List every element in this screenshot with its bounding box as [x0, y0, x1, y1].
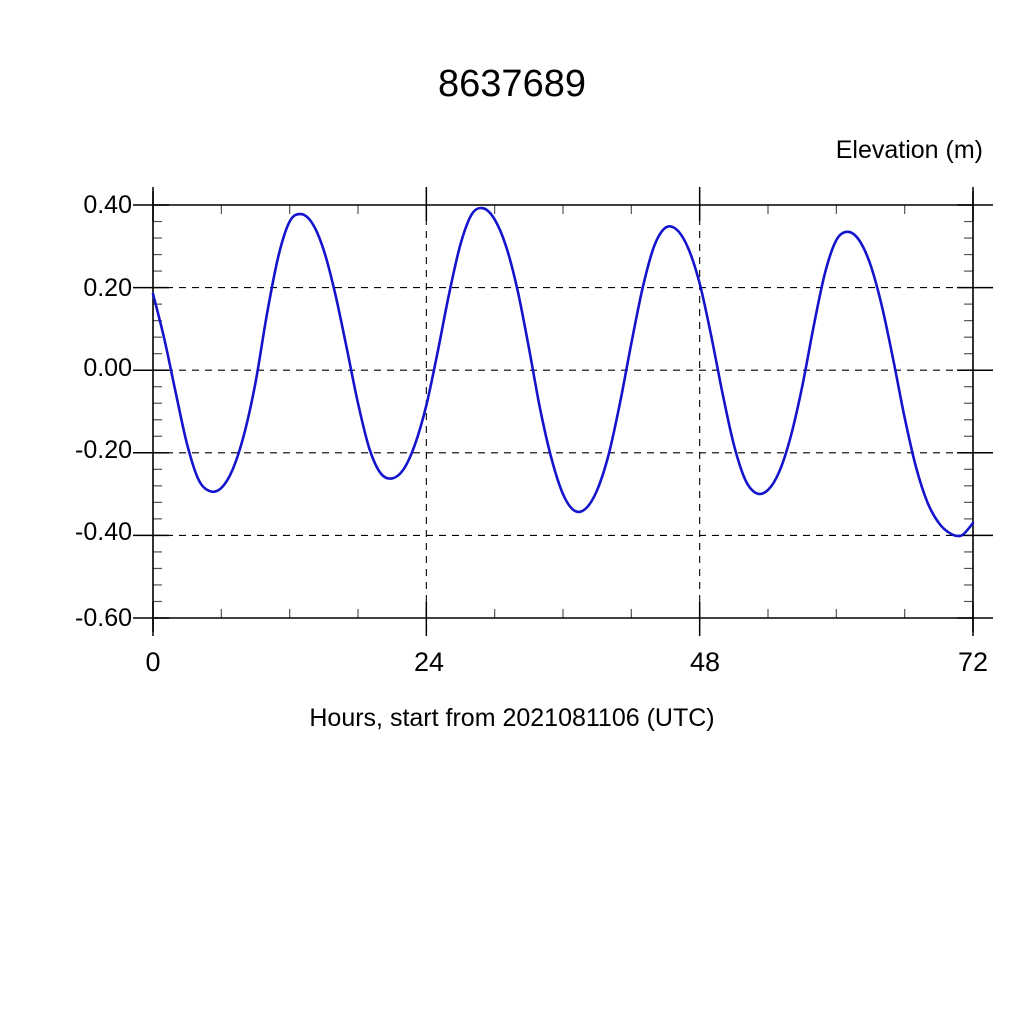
chart-title: 8637689	[438, 63, 586, 105]
x-tick-label: 24	[413, 647, 445, 677]
y-axis-label: Elevation (m)	[835, 136, 983, 164]
x-tick-label: 48	[689, 647, 721, 677]
y-tick-label: -0.40	[75, 518, 132, 546]
x-axis-label: Hours, start from 2021081106 (UTC)	[309, 704, 715, 732]
y-tick-label: 0.40	[83, 191, 132, 219]
elevation-series-line	[151, 206, 975, 538]
y-tick-label: -0.60	[75, 604, 132, 632]
axis-frame	[152, 191, 974, 632]
y-tick-label: -0.20	[75, 436, 132, 464]
x-tick-label: 0	[145, 647, 161, 677]
x-tick-label: 72	[957, 647, 989, 677]
y-tick-label: 0.00	[83, 354, 132, 382]
major-tick-marks	[133, 187, 993, 636]
y-tick-label: 0.20	[83, 274, 132, 302]
minor-tick-marks	[153, 205, 973, 618]
